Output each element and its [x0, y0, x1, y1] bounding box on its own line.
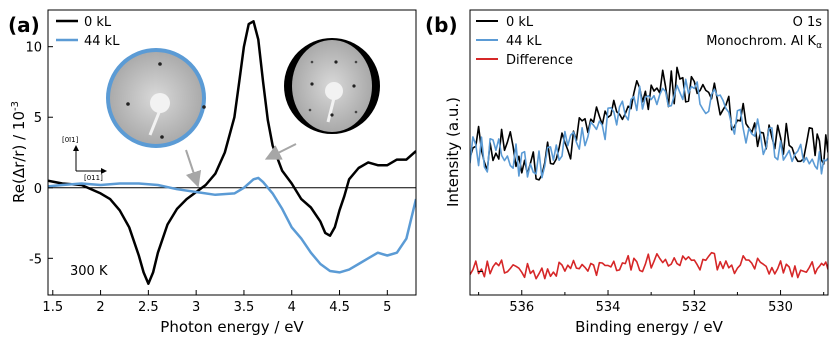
legend-a: 0 kL 44 kL: [56, 15, 120, 49]
x-tick-label: 530: [768, 300, 793, 315]
panel-b-series: [470, 66, 828, 280]
panel-a-series: [48, 20, 416, 285]
inset-axis-label-vertical: [0ī1]: [62, 136, 79, 144]
panel-a: (a): [8, 9, 417, 336]
legend-item-0kl: 0 kL: [84, 15, 112, 30]
leed-inset-0kl: [106, 48, 206, 148]
legend-item-44kl: 44 kL: [84, 34, 120, 49]
legend-b: 0 kL 44 kL Difference: [476, 15, 573, 68]
x-tick-label: 5: [383, 300, 391, 315]
x-tick-label: 2: [96, 300, 104, 315]
x-axis-a: 1.5 2 2.5 3 3.5 4 4.5 5: [42, 290, 391, 315]
x-tick-label: 4.5: [329, 300, 350, 315]
y-axis-a: -5 0 5 10: [25, 41, 53, 267]
core-level-annotation: O 1s: [793, 15, 823, 30]
series-line-44kl: [470, 78, 828, 179]
source-annotation: Monochrom. Al Kα: [706, 34, 822, 51]
x-tick-label: 4: [288, 300, 296, 315]
series-line-0kl: [470, 66, 828, 181]
y-tick-label: 0: [34, 182, 42, 197]
inset-pointer-arrow: [264, 143, 297, 160]
y-axis-label-a: Re(Δr/r) / 10-3: [10, 101, 28, 203]
series-line-0kl: [48, 20, 416, 285]
x-tick-label: 3.5: [234, 300, 255, 315]
panel-b-frame: [469, 9, 829, 296]
x-tick-label: 1.5: [42, 300, 63, 315]
x-axis-label-a: Photon energy / eV: [160, 318, 304, 336]
y-tick-label: -5: [29, 252, 42, 267]
x-axis-label-b: Binding energy / eV: [575, 318, 724, 336]
x-tick-label: 536: [509, 300, 534, 315]
x-tick-label: 3: [192, 300, 200, 315]
legend-item-44kl: 44 kL: [506, 34, 542, 49]
x-tick-label: 2.5: [138, 300, 159, 315]
leed-inset-44kl: [284, 38, 380, 134]
x-axis-b: 536 534 532 530: [478, 290, 825, 315]
x-tick-label: 532: [682, 300, 707, 315]
y-tick-label: 10: [25, 41, 42, 56]
inset-pointer-arrow: [185, 149, 202, 188]
y-axis-label-b: Intensity (a.u.): [444, 97, 462, 207]
crystal-axes: [0ī1] [011]: [62, 136, 107, 182]
panel-a-label: (a): [8, 13, 40, 37]
legend-item-0kl: 0 kL: [506, 15, 534, 30]
series-line-difference: [470, 251, 828, 280]
panel-a-frame: [47, 9, 417, 296]
x-tick-label: 534: [596, 300, 621, 315]
panel-b-label: (b): [425, 13, 458, 37]
y-tick-label: 5: [34, 111, 42, 126]
temperature-annotation: 300 K: [70, 264, 108, 279]
y-marker: –: [477, 264, 484, 279]
panel-b: (b) 536 534 532 530 – Binding energy / eV I…: [425, 9, 829, 336]
inset-axis-label-horizontal: [011]: [84, 174, 103, 182]
legend-item-difference: Difference: [506, 53, 573, 68]
series-line-44kl: [48, 176, 416, 274]
